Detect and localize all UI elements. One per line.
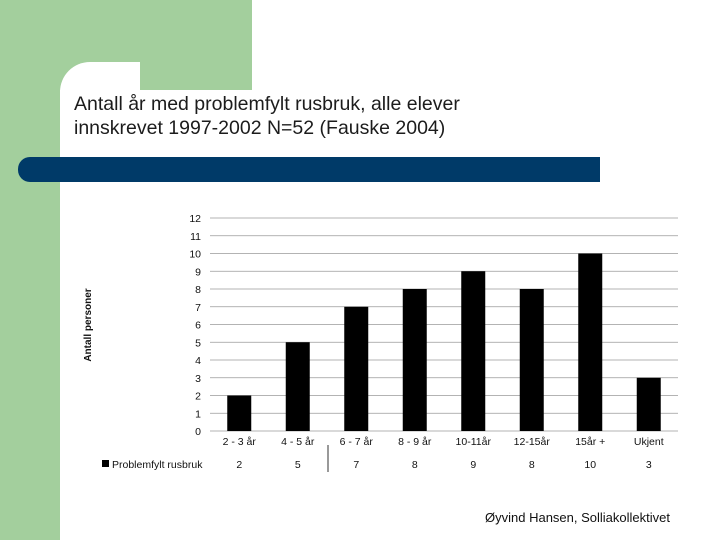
bar — [461, 271, 486, 431]
table-value: 3 — [646, 459, 652, 471]
bar — [227, 395, 252, 431]
legend: Problemfylt rusbruk — [102, 459, 203, 471]
x-tick-label: Ukjent — [634, 436, 664, 448]
bar — [519, 289, 544, 431]
data-table-values: 2 5 7 8 9 8 10 3 — [236, 459, 652, 471]
x-tick-label: 4 - 5 år — [281, 436, 315, 448]
x-tick-label: 6 - 7 år — [340, 436, 374, 448]
y-tick-label: 10 — [189, 249, 201, 261]
bar — [636, 377, 661, 431]
table-value: 2 — [236, 459, 242, 471]
footer-credit: Øyvind Hansen, Solliakollektivet — [485, 510, 670, 525]
table-value: 8 — [412, 459, 418, 471]
bar — [344, 306, 369, 431]
y-tick-label: 3 — [195, 373, 201, 385]
table-value: 8 — [529, 459, 535, 471]
slide-title-line-2: innskrevet 1997-2002 N=52 (Fauske 2004) — [74, 117, 446, 139]
y-tick-label: 0 — [195, 426, 201, 438]
y-tick-label: 1 — [195, 408, 201, 420]
bar — [578, 253, 603, 431]
chart-bars — [227, 253, 661, 431]
y-tick-label: 2 — [195, 391, 201, 403]
slide-title: Antall år med problemfylt rusbruk, alle … — [74, 92, 674, 140]
slide-title-line-1: Antall år med problemfylt rusbruk, alle … — [74, 93, 460, 115]
decor-white-corner — [60, 62, 140, 142]
y-tick-label: 5 — [195, 337, 201, 349]
x-tick-label: 15år + — [575, 436, 605, 448]
bar — [285, 342, 310, 431]
bar — [402, 289, 427, 431]
table-value: 7 — [353, 459, 359, 471]
table-value: 5 — [295, 459, 301, 471]
y-tick-label: 9 — [195, 266, 201, 278]
y-axis-label: Antall personer — [83, 288, 94, 361]
chart-gridlines — [210, 217, 678, 432]
x-tick-label: 10-11år — [456, 436, 492, 448]
y-tick-label: 7 — [195, 302, 201, 314]
decor-navy-band — [18, 157, 600, 182]
y-tick-label: 8 — [195, 284, 201, 296]
y-tick-label: 12 — [189, 213, 201, 225]
y-tick-label: 6 — [195, 320, 201, 332]
x-tick-label: 12-15år — [514, 436, 551, 448]
x-tick-label: 2 - 3 år — [223, 436, 257, 448]
decor-green-left — [0, 0, 60, 540]
x-tick-labels: 2 - 3 år 4 - 5 år 6 - 7 år 8 - 9 år 10-11år 1… — [223, 436, 664, 448]
legend-series-name: Problemfylt rusbruk — [112, 459, 203, 471]
y-tick-label: 11 — [190, 231, 201, 243]
table-value: 9 — [470, 459, 476, 471]
legend-swatch — [102, 460, 109, 467]
table-value: 10 — [584, 459, 596, 471]
y-tick-label: 4 — [195, 355, 201, 367]
x-tick-label: 8 - 9 år — [398, 436, 432, 448]
